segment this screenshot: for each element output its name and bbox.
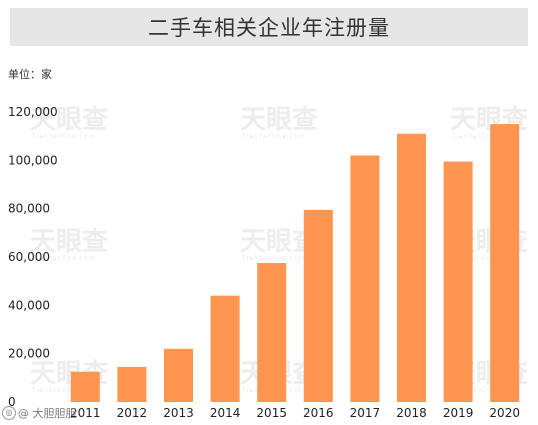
bar-2019 — [443, 161, 473, 402]
watermark-logo: 天眼查 — [240, 105, 318, 135]
x-tick-label: 2018 — [396, 406, 427, 420]
x-tick-label: 2020 — [489, 406, 520, 420]
watermark-logo: 天眼查 — [30, 105, 108, 135]
y-tick-label: 40,000 — [8, 298, 50, 312]
bar-2017 — [350, 155, 380, 402]
y-tick-label: 80,000 — [8, 202, 50, 216]
y-tick-label: 100,000 — [8, 153, 58, 167]
bar-2018 — [397, 133, 426, 402]
x-tick-label: 2014 — [210, 406, 241, 420]
x-tick-label: 2011 — [70, 406, 101, 420]
watermark-sub: TianYanCha.com — [31, 133, 95, 140]
bar-2013 — [164, 348, 193, 402]
watermark-sub: TianYanCha.com — [451, 133, 515, 140]
bar-2015 — [257, 263, 287, 402]
x-tick-label: 2015 — [256, 406, 287, 420]
y-tick-label: 0 — [8, 395, 16, 409]
x-tick-label: 2013 — [163, 406, 194, 420]
y-axis: 0 20,000 40,000 60,000 80,000 100,000 120,000 — [8, 105, 58, 409]
bar-2014 — [210, 295, 240, 402]
chart-title: 二手车相关企业年注册量 — [148, 16, 390, 40]
watermark-sub: TianYanCha.com — [451, 255, 515, 262]
weibo-icon: ◎ — [2, 406, 16, 420]
bar-2016 — [303, 209, 333, 402]
x-axis: 2011 2012 2013 2014 2015 2016 2017 2018 2019 2020 — [70, 406, 520, 420]
unit-label: 单位：家 — [8, 68, 52, 81]
watermark-logo: 天眼查 — [30, 227, 108, 257]
footer-watermark: ◎ @ 大胆胆胆 — [2, 405, 77, 421]
watermark-sub: TianYanCha.com — [241, 255, 305, 262]
footer-text: @ 大胆胆胆 — [18, 407, 77, 420]
watermark-sub: TianYanCha.com — [31, 387, 95, 394]
title-bar: 二手车相关企业年注册量 — [10, 8, 528, 46]
x-tick-label: 2019 — [443, 406, 474, 420]
watermark-sub: TianYanCha.com — [451, 387, 515, 394]
watermark-sub: TianYanCha.com — [241, 133, 305, 140]
y-tick-label: 60,000 — [8, 250, 50, 264]
y-tick-label: 20,000 — [8, 347, 50, 361]
watermark-sub: TianYanCha.com — [31, 255, 95, 262]
x-tick-label: 2017 — [350, 406, 381, 420]
x-tick-label: 2016 — [303, 406, 334, 420]
bar-2011 — [70, 371, 100, 402]
x-tick-label: 2012 — [117, 406, 148, 420]
bar-2012 — [117, 366, 147, 402]
y-tick-label: 120,000 — [8, 105, 58, 119]
bar-2020 — [490, 124, 520, 402]
bars — [70, 124, 520, 402]
